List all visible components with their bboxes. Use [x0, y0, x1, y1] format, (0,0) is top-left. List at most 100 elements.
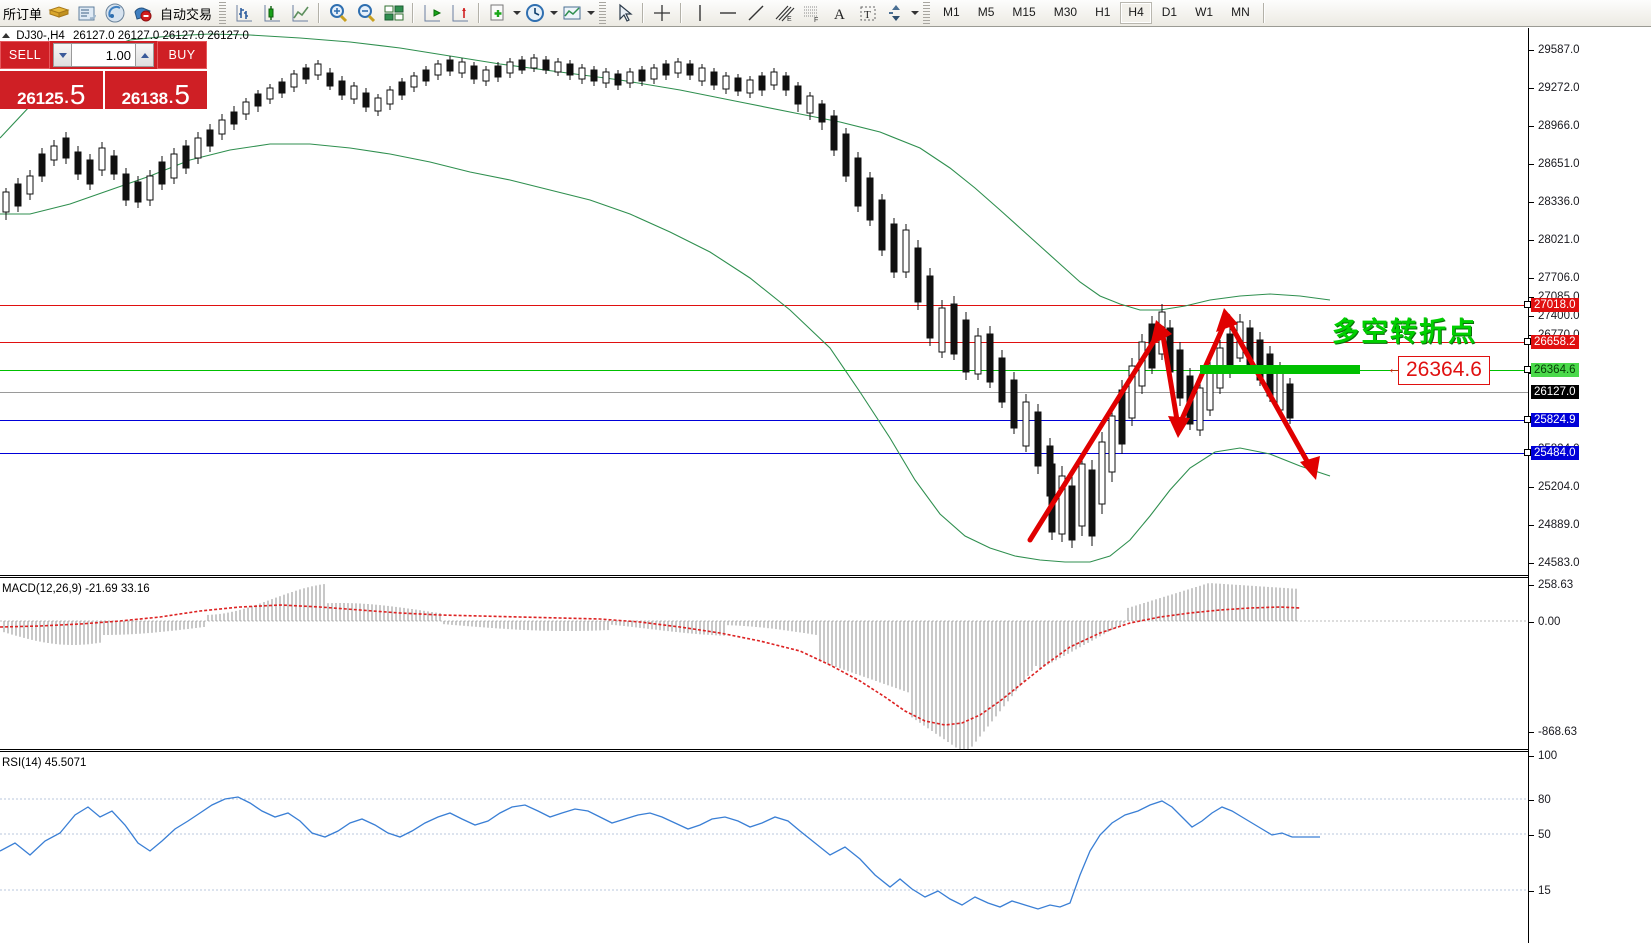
tab-timeframe-h1[interactable]: H1	[1095, 5, 1111, 19]
level-label-target[interactable]: 26364.6	[1524, 363, 1579, 377]
period-dropdown-icon[interactable]	[549, 2, 558, 24]
folder-icon[interactable]	[45, 1, 73, 26]
support-line-25824[interactable]	[0, 420, 1528, 421]
toolbar-divider-4	[642, 3, 645, 23]
tab-timeframe-mn[interactable]: MN	[1231, 5, 1250, 19]
rsi-series	[0, 796, 1528, 910]
tab-timeframe-d1[interactable]: D1	[1161, 5, 1178, 19]
rsi-tick: 100	[1529, 750, 1557, 762]
level-label-support-2[interactable]: 25484.0	[1524, 446, 1579, 460]
templates-dropdown-icon[interactable]	[586, 2, 595, 24]
toolbar-divider-5	[680, 3, 683, 23]
macd-panel[interactable]: MACD(12,26,9) -21.69 33.16	[0, 581, 1528, 749]
level-label-resistance-1[interactable]: 27018.0	[1524, 298, 1579, 312]
resistance-line-27018[interactable]	[0, 305, 1528, 306]
volume-decrease-icon[interactable]	[53, 43, 72, 67]
autotrade-label[interactable]: 自动交易	[160, 7, 213, 23]
fibonacci-icon[interactable]: F	[798, 1, 826, 26]
toolbar-grip[interactable]	[219, 2, 227, 24]
line-chart-icon[interactable]	[286, 1, 314, 26]
price-tick: 27400.0	[1529, 310, 1580, 322]
signal-icon[interactable]	[101, 1, 129, 26]
svg-text:A: A	[834, 7, 845, 23]
chart-area[interactable]: DJ30-,H4 26127.0 26127.0 26127.0 26127.0	[0, 28, 1651, 943]
turning-point-annotation: 多空转折点	[1332, 317, 1477, 348]
level-drag-handle[interactable]	[1524, 449, 1531, 456]
tab-timeframe-w1[interactable]: W1	[1195, 5, 1214, 19]
tab-timeframe-h4[interactable]: H4	[1120, 2, 1152, 24]
volume-input[interactable]: 1.00	[72, 43, 135, 67]
price-tick: 28336.0	[1529, 196, 1580, 208]
level-label-resistance-2[interactable]: 26658.2	[1524, 335, 1579, 349]
toolbar-grip-2[interactable]	[599, 2, 607, 24]
bar-chart-icon[interactable]	[230, 1, 258, 26]
equidistant-channel-icon[interactable]: E	[770, 1, 798, 26]
level-value: 26658.2	[1534, 336, 1576, 348]
cursor-icon[interactable]	[610, 1, 638, 26]
rsi-tick: 50	[1529, 829, 1551, 841]
panel-separator-rsi[interactable]	[0, 749, 1651, 752]
volume-increase-icon[interactable]	[135, 43, 154, 67]
horizontal-line-icon[interactable]	[714, 1, 742, 26]
macd-series	[0, 583, 1528, 749]
price-tick: 25204.0	[1529, 481, 1580, 493]
one-click-trading-panel[interactable]: SELL 1.00 BUY 26125 . 5 26138 . 5	[0, 41, 207, 109]
textbox-icon[interactable]: T	[854, 1, 882, 26]
resistance-line-26658[interactable]	[0, 342, 1528, 343]
collapse-triangle-icon[interactable]	[2, 33, 10, 38]
autotrade-robot-icon[interactable]	[129, 1, 157, 26]
news-icon[interactable]	[73, 1, 101, 26]
price-scale[interactable]: 29587.0 29272.0 28966.0 28651.0 28336.0 …	[1524, 28, 1651, 943]
sell-price-display[interactable]: 26125 . 5	[0, 69, 105, 109]
vertical-line-icon[interactable]	[686, 1, 714, 26]
trendline-icon[interactable]	[742, 1, 770, 26]
zoom-in-icon[interactable]	[324, 1, 352, 26]
toolbar-grip-3[interactable]	[923, 2, 931, 24]
level-drag-handle[interactable]	[1524, 301, 1531, 308]
chart-shift-icon[interactable]	[418, 1, 446, 26]
level-drag-handle[interactable]	[1524, 416, 1531, 423]
add-indicator-dropdown-icon[interactable]	[512, 2, 521, 24]
sell-button[interactable]: SELL	[0, 41, 50, 69]
tab-timeframe-m5[interactable]: M5	[977, 5, 995, 19]
rsi-tick: 80	[1529, 794, 1551, 806]
tab-timeframe-m30[interactable]: M30	[1053, 5, 1078, 19]
support-line-25484[interactable]	[0, 453, 1528, 454]
text-label-icon[interactable]: A	[826, 1, 854, 26]
price-tick: 29272.0	[1529, 82, 1580, 94]
rsi-panel[interactable]: RSI(14) 45.5071	[0, 755, 1528, 923]
tab-timeframe-m1[interactable]: M1	[943, 5, 960, 19]
volume-stepper[interactable]: 1.00	[50, 41, 157, 69]
period-clock-icon[interactable]	[521, 1, 549, 26]
templates-icon[interactable]	[558, 1, 586, 26]
shapes-dropdown-icon[interactable]	[910, 2, 919, 24]
price-callout-box: 26364.6	[1387, 356, 1490, 385]
buy-price-display[interactable]: 26138 . 5	[104, 69, 207, 109]
price-chart-panel[interactable]: 多空转折点 26364.6	[0, 28, 1528, 575]
price-tick: 27706.0	[1529, 272, 1580, 284]
zoom-out-icon[interactable]	[352, 1, 380, 26]
panel-separator-macd[interactable]	[0, 575, 1651, 578]
target-zone-rectangle[interactable]	[1200, 365, 1360, 374]
crosshair-icon[interactable]	[648, 1, 676, 26]
macd-label: MACD(12,26,9) -21.69 33.16	[2, 583, 150, 595]
new-order-label[interactable]: 所订单	[3, 7, 43, 23]
level-drag-handle[interactable]	[1524, 338, 1531, 345]
add-indicator-icon[interactable]	[484, 1, 512, 26]
svg-text:T: T	[864, 9, 871, 21]
toolbar-divider-2	[412, 3, 415, 23]
buy-button[interactable]: BUY	[157, 41, 207, 69]
auto-scroll-icon[interactable]	[446, 1, 474, 26]
level-drag-handle[interactable]	[1524, 366, 1531, 373]
svg-text:F: F	[814, 17, 818, 24]
level-label-support-1[interactable]: 25824.9	[1524, 413, 1579, 427]
tab-timeframe-m15[interactable]: M15	[1012, 5, 1036, 19]
candlestick-chart-icon[interactable]	[258, 1, 286, 26]
shapes-icon[interactable]	[882, 1, 910, 26]
price-tick: 29587.0	[1529, 44, 1580, 56]
macd-tick: -868.63	[1529, 726, 1577, 738]
price-tick: 24583.0	[1529, 557, 1580, 569]
price-tick: 28651.0	[1529, 158, 1580, 170]
tile-windows-icon[interactable]	[380, 1, 408, 26]
